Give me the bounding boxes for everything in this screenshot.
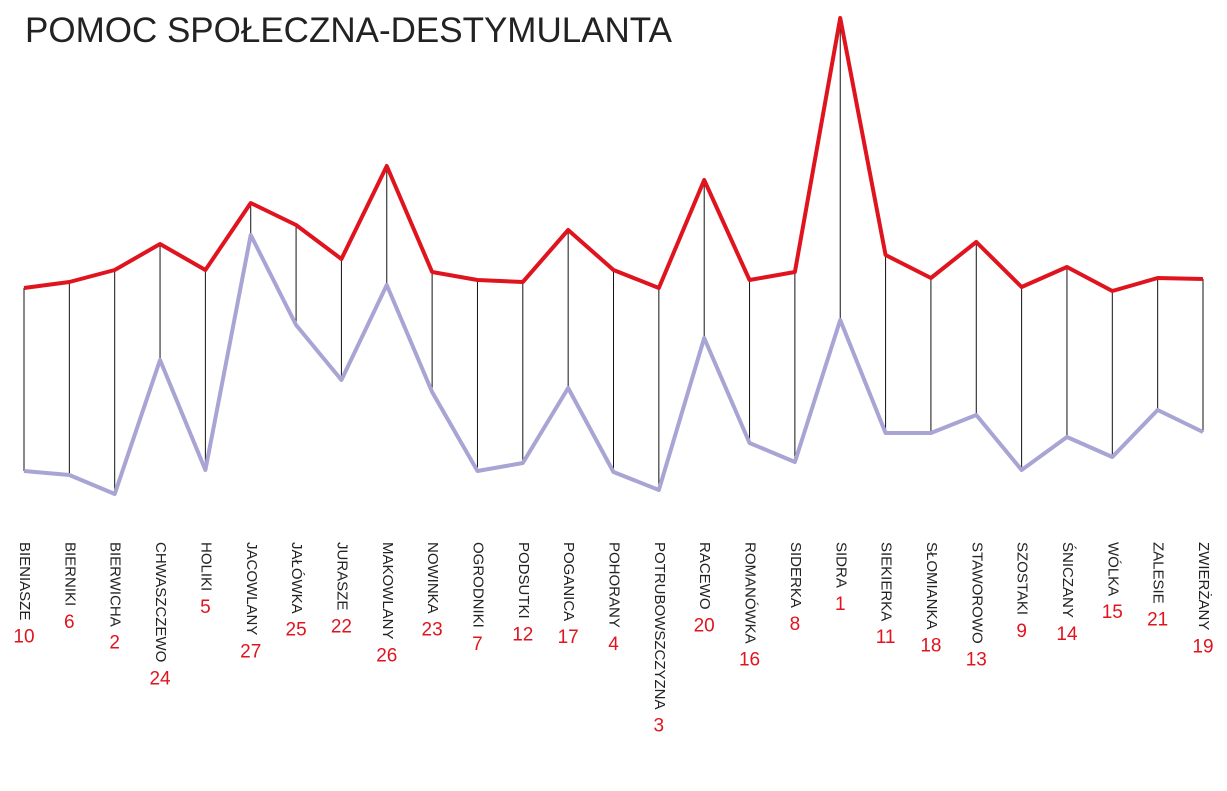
rank-label: 9: [1016, 621, 1027, 642]
x-tick-label: ŚNICZANY: [1059, 542, 1077, 618]
x-tick-label: ZWIERŻANY: [1195, 542, 1213, 630]
x-tick-label: ROMANÓWKA: [742, 542, 759, 644]
rank-label: 5: [200, 597, 211, 618]
x-tick-label: OGRODNIKI: [469, 542, 486, 628]
x-tick-label: ZALESIE: [1150, 542, 1167, 604]
x-tick-label: SZOSTAKI: [1014, 542, 1031, 615]
x-tick-label: BIERWICHA: [107, 542, 124, 627]
rank-label: 20: [694, 616, 715, 637]
rank-label: 14: [1056, 624, 1078, 645]
rank-label: 21: [1147, 610, 1168, 631]
rank-label: 10: [13, 626, 34, 647]
x-tick-label: SIEKIERKA: [878, 542, 895, 621]
rank-label: 26: [376, 646, 397, 667]
series-line: [23, 233, 1204, 496]
rank-label: 3: [654, 716, 665, 737]
rank-label: 27: [240, 641, 261, 662]
x-tick-label: JURASZE: [333, 542, 350, 610]
rank-label: 18: [920, 636, 941, 657]
x-tick-label: BIERNIKI: [61, 542, 78, 606]
rank-label: 2: [109, 633, 120, 654]
rank-label: 7: [472, 634, 483, 655]
rank-label: 16: [739, 650, 760, 671]
rank-label: 25: [286, 620, 307, 641]
rank-label: 13: [966, 650, 987, 671]
x-tick-label: POTRUBOWSZCZYZNA: [651, 542, 668, 710]
x-tick-label: JACOWLANY: [243, 542, 260, 635]
rank-label: 4: [608, 634, 619, 655]
x-tick-label: CHWASZCZEWO: [152, 542, 169, 662]
x-tick-label: NOWINKA: [424, 542, 441, 614]
x-tick-label: STAWOROWO: [968, 542, 985, 644]
rank-label: 8: [790, 614, 801, 635]
rank-label: 1: [835, 594, 846, 615]
rank-label: 23: [422, 620, 443, 641]
rank-label: 19: [1192, 636, 1213, 657]
x-tick-label: BIENIASZE: [16, 542, 33, 620]
series-line: [23, 16, 1204, 293]
chart-title: POMOC SPOŁECZNA-DESTYMULANTA: [25, 11, 673, 50]
x-tick-label: JAŁÓWKA: [288, 542, 305, 614]
x-tick-label: HOLIKI: [197, 542, 214, 591]
rank-label: 24: [149, 668, 171, 689]
rank-label: 12: [512, 625, 533, 646]
x-tick-label: SIDRA: [832, 542, 849, 588]
x-tick-label: RACEWO: [696, 542, 713, 610]
x-tick-label: SIDERKA: [787, 542, 804, 608]
x-tick-label: MAKOWLANY: [379, 542, 396, 640]
x-tick-label: SŁOMIANKA: [923, 542, 940, 630]
rank-label: 6: [64, 612, 75, 633]
x-tick-label: WÓLKA: [1104, 542, 1121, 596]
x-tick-label: POHORANY: [606, 542, 623, 628]
rank-label: 22: [331, 616, 352, 637]
rank-label: 15: [1102, 602, 1123, 623]
x-tick-label: POGANICA: [560, 542, 577, 621]
x-tick-label: PODSUTKI: [515, 542, 532, 619]
rank-label: 17: [558, 627, 579, 648]
rank-label: 11: [876, 627, 896, 648]
